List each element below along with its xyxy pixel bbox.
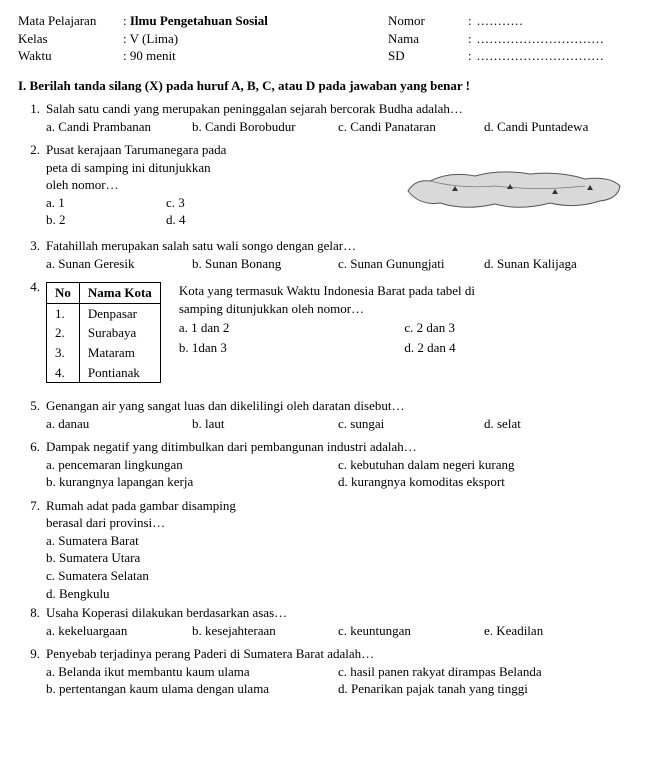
q6-num: 6. [18, 438, 46, 491]
q5-opt-c: c. sungai [338, 415, 484, 433]
q2-opt-c: c. 3 [166, 194, 286, 212]
q5-text: Genangan air yang sangat luas dan dikeli… [46, 397, 630, 415]
q8-text: Usaha Koperasi dilakukan berdasarkan asa… [46, 604, 630, 622]
q5-num: 5. [18, 397, 46, 432]
q8-opt-a: a. kekeluargaan [46, 622, 192, 640]
q3-opt-a: a. Sunan Geresik [46, 255, 192, 273]
q8-opt-c: c. keuntungan [338, 622, 484, 640]
q5-opt-a: a. danau [46, 415, 192, 433]
q1-opt-c: c. Candi Panataran [338, 118, 484, 136]
q4-opt-d: d. 2 dan 4 [404, 339, 630, 357]
question-5: 5. Genangan air yang sangat luas dan dik… [18, 397, 630, 432]
th-kota: Nama Kota [79, 283, 160, 304]
nama-label: Nama [388, 30, 468, 48]
row2-kota: Surabaya [79, 323, 160, 343]
q7-line2: berasal dari provinsi… [46, 514, 630, 532]
exam-header: Mata Pelajaran : Ilmu Pengetahuan Sosial… [18, 12, 630, 65]
q7-line1: Rumah adat pada gambar disamping [46, 497, 630, 515]
q4-opt-a: a. 1 dan 2 [179, 319, 405, 337]
q3-opt-b: b. Sunan Bonang [192, 255, 338, 273]
th-no: No [47, 283, 80, 304]
row3-no: 3. [47, 343, 80, 363]
row4-kota: Pontianak [79, 363, 160, 383]
q2-line2: peta di samping ini ditunjukkan [46, 159, 400, 177]
q7-opt-a: a. Sumatera Barat [46, 532, 630, 550]
q8-num: 8. [18, 604, 46, 639]
city-table: NoNama Kota 1.Denpasar 2.Surabaya 3.Mata… [46, 282, 161, 383]
q4-opt-c: c. 2 dan 3 [404, 319, 630, 337]
nomor-label: Nomor [388, 12, 468, 30]
q3-num: 3. [18, 237, 46, 272]
row1-no: 1. [47, 303, 80, 323]
q2-num: 2. [18, 141, 46, 231]
q7-opt-d: d. Bengkulu [46, 585, 630, 603]
java-map-icon [400, 141, 630, 231]
q9-text: Penyebab terjadinya perang Paderi di Sum… [46, 645, 630, 663]
q1-opt-d: d. Candi Puntadewa [484, 118, 630, 136]
q7-opt-c: c. Sumatera Selatan [46, 567, 630, 585]
section-title: I. Berilah tanda silang (X) pada huruf A… [18, 77, 630, 95]
q3-opt-c: c. Sunan Gunungjati [338, 255, 484, 273]
q7-num: 7. [18, 497, 46, 602]
q4-prompt1: Kota yang termasuk Waktu Indonesia Barat… [179, 282, 630, 300]
q6-text: Dampak negatif yang ditimbulkan dari pem… [46, 438, 630, 456]
q1-text: Salah satu candi yang merupakan peningga… [46, 100, 630, 118]
row3-kota: Mataram [79, 343, 160, 363]
q3-text: Fatahillah merupakan salah satu wali son… [46, 237, 630, 255]
q8-opt-d: e. Keadilan [484, 622, 630, 640]
nomor-blank: : ........... [468, 12, 524, 30]
q9-opt-a: a. Belanda ikut membantu kaum ulama [46, 663, 338, 681]
q7-opt-b: b. Sumatera Utara [46, 549, 630, 567]
q1-opt-a: a. Candi Prambanan [46, 118, 192, 136]
time-value: 90 menit [130, 48, 176, 63]
q1-opt-b: b. Candi Borobudur [192, 118, 338, 136]
subject-label: Mata Pelajaran [18, 12, 123, 30]
class-label: Kelas [18, 30, 123, 48]
q9-opt-d: d. Penarikan pajak tanah yang tinggi [338, 680, 630, 698]
question-7: 7. Rumah adat pada gambar disamping bera… [18, 497, 630, 602]
q2-opt-a: a. 1 [46, 194, 166, 212]
q5-opt-d: d. selat [484, 415, 630, 433]
sd-label: SD [388, 47, 468, 65]
q5-opt-b: b. laut [192, 415, 338, 433]
time-label: Waktu [18, 47, 123, 65]
question-4: 4. NoNama Kota 1.Denpasar 2.Surabaya 3.M… [18, 278, 630, 383]
q1-num: 1. [18, 100, 46, 135]
q6-opt-b: b. kurangnya lapangan kerja [46, 473, 338, 491]
q9-opt-b: b. pertentangan kaum ulama dengan ulama [46, 680, 338, 698]
q6-opt-d: d. kurangnya komoditas eksport [338, 473, 630, 491]
question-8: 8. Usaha Koperasi dilakukan berdasarkan … [18, 604, 630, 639]
q4-opt-b: b. 1dan 3 [179, 339, 405, 357]
sd-blank: : .............................. [468, 47, 604, 65]
question-3: 3. Fatahillah merupakan salah satu wali … [18, 237, 630, 272]
row2-no: 2. [47, 323, 80, 343]
q9-opt-c: c. hasil panen rakyat dirampas Belanda [338, 663, 630, 681]
q9-num: 9. [18, 645, 46, 698]
q6-opt-c: c. kebutuhan dalam negeri kurang [338, 456, 630, 474]
q2-line1: Pusat kerajaan Tarumanegara pada [46, 141, 400, 159]
question-1: 1. Salah satu candi yang merupakan penin… [18, 100, 630, 135]
q2-opt-d: d. 4 [166, 211, 286, 229]
nama-blank: : .............................. [468, 30, 604, 48]
row4-no: 4. [47, 363, 80, 383]
row1-kota: Denpasar [79, 303, 160, 323]
q4-prompt2: samping ditunjukkan oleh nomor… [179, 300, 630, 318]
class-value: V (Lima) [130, 31, 179, 46]
question-9: 9. Penyebab terjadinya perang Paderi di … [18, 645, 630, 698]
q4-num: 4. [18, 278, 46, 383]
question-2: 2. Pusat kerajaan Tarumanegara pada peta… [18, 141, 630, 231]
q8-opt-b: b. kesejahteraan [192, 622, 338, 640]
q2-line3: oleh nomor… [46, 176, 400, 194]
q6-opt-a: a. pencemaran lingkungan [46, 456, 338, 474]
q2-opt-b: b. 2 [46, 211, 166, 229]
question-6: 6. Dampak negatif yang ditimbulkan dari … [18, 438, 630, 491]
subject-value: Ilmu Pengetahuan Sosial [130, 13, 268, 28]
q3-opt-d: d. Sunan Kalijaga [484, 255, 630, 273]
